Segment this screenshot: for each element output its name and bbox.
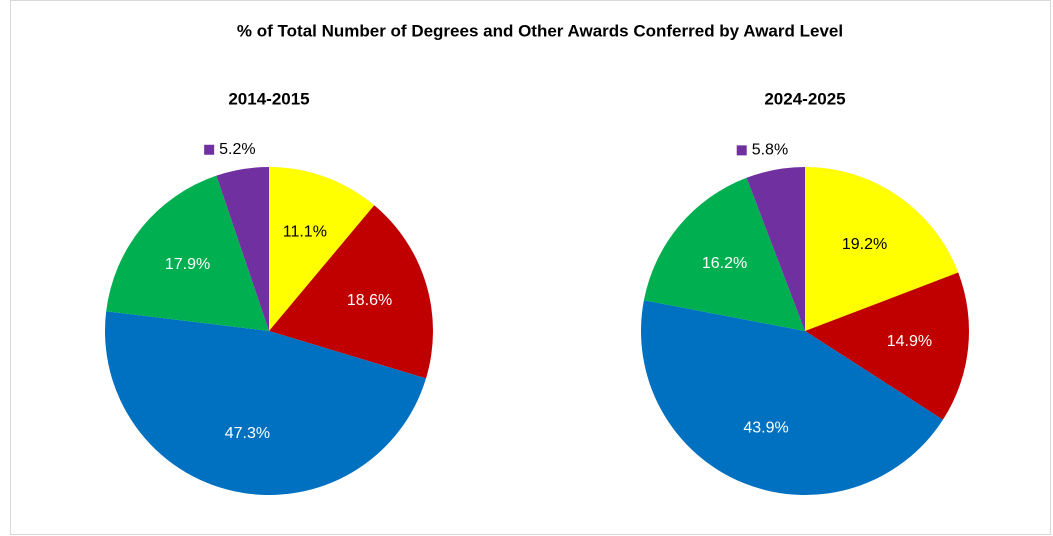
pie-slice: [106, 175, 270, 331]
data-label: 17.9%: [165, 256, 210, 273]
pie-slice: [269, 205, 433, 379]
data-label: 5.8%: [752, 142, 788, 159]
data-label: 19.2%: [842, 236, 887, 253]
label-marker: [204, 144, 215, 155]
pie-slice: [805, 167, 959, 331]
pie-slice: [643, 177, 805, 331]
pie-slice: [805, 272, 969, 420]
pie-title: 2014-2015: [228, 89, 309, 108]
pie-title: 2024-2025: [764, 89, 845, 108]
data-label: 18.6%: [347, 292, 392, 309]
pie-slice: [641, 300, 943, 495]
pie-slice: [746, 167, 805, 331]
data-label: 11.1%: [283, 224, 327, 241]
pie-slice: [216, 166, 269, 331]
label-marker: [736, 145, 747, 156]
chart-title: % of Total Number of Degrees and Other A…: [237, 21, 843, 40]
data-label: 14.9%: [887, 333, 932, 350]
pie-slice: [105, 311, 426, 495]
data-label: 5.2%: [219, 141, 255, 158]
pie-slice: [269, 167, 375, 331]
data-label: 43.9%: [743, 420, 788, 437]
data-label: 47.3%: [225, 425, 270, 442]
data-label: 16.2%: [702, 255, 747, 272]
